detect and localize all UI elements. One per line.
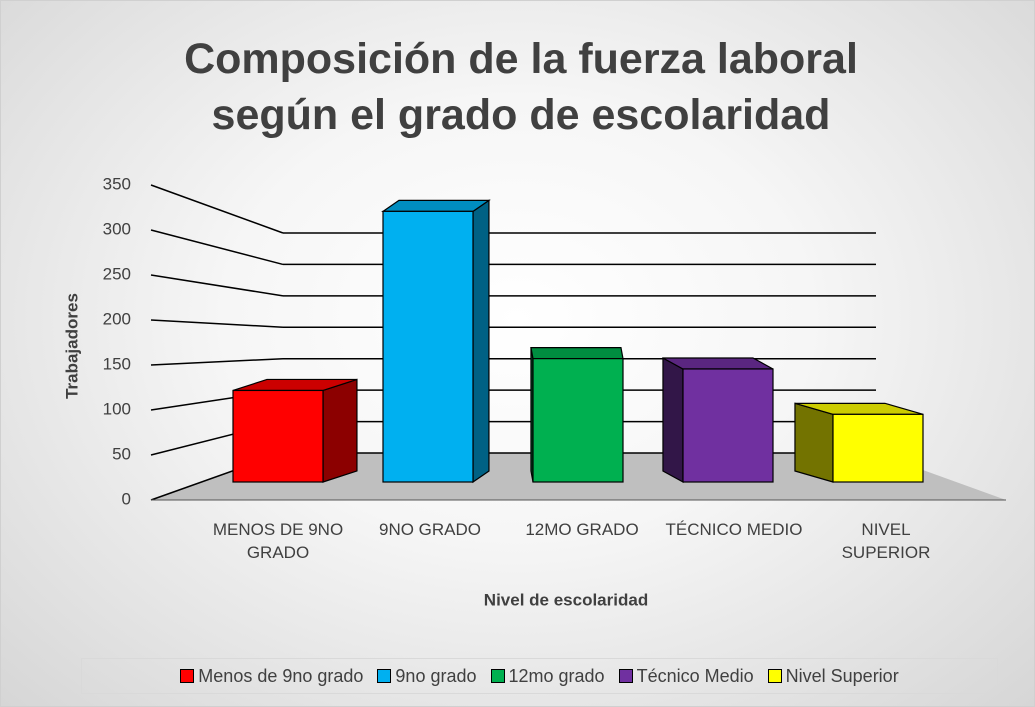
legend-label: 12mo grado xyxy=(508,665,605,686)
bar xyxy=(382,210,474,483)
grid-line xyxy=(150,319,284,329)
bar-side xyxy=(472,199,490,484)
bar-side xyxy=(794,402,834,483)
y-tick-label: 300 xyxy=(103,219,131,238)
legend-swatch xyxy=(767,669,782,683)
legend-label: Menos de 9no grado xyxy=(198,665,364,686)
y-tick-label: 0 xyxy=(122,489,131,508)
legend-item: 9no grado xyxy=(377,665,477,687)
x-axis-title: Nivel de escolaridad xyxy=(484,590,648,609)
x-tick-label: 9NO GRADO xyxy=(378,520,482,539)
bar-side xyxy=(322,378,358,483)
y-tick-label: 50 xyxy=(112,444,131,463)
legend-swatch xyxy=(618,669,633,683)
bar-side xyxy=(662,356,684,484)
legend-swatch xyxy=(377,669,392,683)
y-tick-label: 250 xyxy=(103,264,131,283)
x-tick-label: MENOS DE 9NO GRADO xyxy=(212,520,344,562)
legend-label: Nivel Superior xyxy=(785,665,899,686)
legend-swatch xyxy=(180,669,195,683)
chart-title: Composición de la fuerza laboral según e… xyxy=(184,35,858,139)
grid-line xyxy=(150,357,284,366)
bar-top xyxy=(381,199,491,212)
grid-line xyxy=(150,229,284,266)
y-tick-label: 100 xyxy=(103,399,131,418)
legend-item: 12mo grado xyxy=(490,665,605,687)
bar-top xyxy=(662,357,774,370)
legend-label: Técnico Medio xyxy=(636,665,754,686)
y-tick-label: 200 xyxy=(103,309,131,328)
y-axis-title: Trabajadores xyxy=(62,293,81,399)
x-tick-label: 12MO GRADO xyxy=(525,520,639,539)
legend-item: Nivel Superior xyxy=(767,665,899,687)
bar xyxy=(682,368,774,483)
legend-swatch xyxy=(490,669,505,683)
bar xyxy=(832,413,924,483)
x-tick-label: TÉCNICO MEDIO xyxy=(665,520,803,539)
grid-line xyxy=(150,184,284,234)
y-tick-label: 150 xyxy=(103,354,131,373)
x-tick-label: NIVEL SUPERIOR xyxy=(841,520,931,562)
legend-item: Menos de 9no grado xyxy=(180,666,363,687)
legend-label: 9no grado xyxy=(395,665,477,686)
legend: Menos de 9no grado 9no grado 12mo grado Téc… xyxy=(81,658,998,694)
bar xyxy=(232,389,324,483)
legend-item: Técnico Medio xyxy=(618,665,754,687)
bar xyxy=(532,358,624,483)
y-tick-label: 350 xyxy=(103,174,131,193)
grid-line xyxy=(150,274,284,297)
bar-top xyxy=(530,347,624,360)
